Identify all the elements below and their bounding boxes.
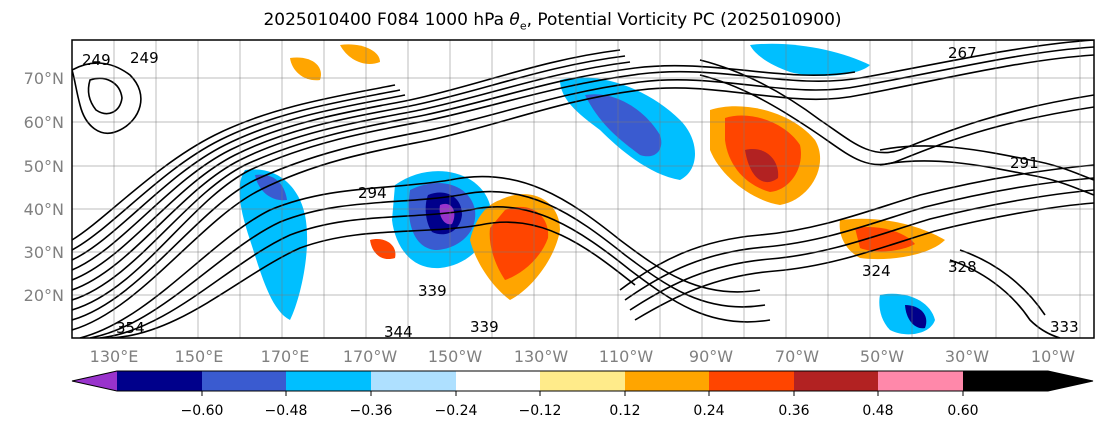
- contour-label: 328: [948, 258, 977, 276]
- colorbar-segment: [286, 371, 371, 391]
- latitude-label: 40°N: [24, 200, 64, 219]
- longitude-label: 50°W: [860, 347, 904, 366]
- longitude-label: 130°E: [90, 347, 139, 366]
- longitude-label: 170°E: [261, 347, 310, 366]
- contour-label-group: 249 249 267 291 294 354 344 339 339 324 …: [82, 44, 1079, 341]
- pv-positive-area: [340, 44, 380, 65]
- colorbar: −0.60 −0.48 −0.36 −0.24 −0.12 0.12 0.24 …: [71, 370, 1094, 419]
- pv-negative-area: [239, 169, 308, 320]
- latitude-label: 50°N: [24, 157, 64, 176]
- theta-e-contours: [72, 40, 1094, 338]
- longitude-label: 10°W: [1031, 347, 1075, 366]
- pv-positive-area: [370, 239, 396, 260]
- longitude-labels: 130°E 150°E 170°E 170°W 150°W 130°W 110°…: [90, 347, 1076, 366]
- map-frame: [71, 39, 1095, 339]
- longitude-label: 30°W: [945, 347, 989, 366]
- map-content: [72, 40, 1094, 338]
- colorbar-segment: [371, 371, 456, 391]
- longitude-label: 150°W: [428, 347, 483, 366]
- contour-label: 249: [82, 51, 111, 69]
- pv-positive-area: [745, 149, 779, 183]
- colorbar-segment: [456, 371, 540, 391]
- contour-label: 354: [116, 319, 145, 337]
- contour-label: 344: [384, 323, 413, 341]
- title-suffix: , Potential Vorticity PC (2025010900): [526, 10, 842, 30]
- latitude-label: 60°N: [24, 113, 64, 132]
- title-subscript: e: [519, 19, 527, 33]
- pv-negative-area: [750, 43, 870, 76]
- pv-shading: [239, 43, 945, 335]
- colorbar-ticks: [201, 391, 964, 396]
- latitude-label: 20°N: [24, 286, 64, 305]
- colorbar-tick-label: −0.60: [181, 403, 224, 419]
- pv-negative-area: [905, 305, 927, 329]
- colorbar-tick-label: 0.36: [778, 403, 809, 419]
- colorbar-segment: [794, 371, 878, 391]
- longitude-label: 150°E: [175, 347, 224, 366]
- pv-negative-area: [585, 94, 662, 157]
- colorbar-outline: [71, 370, 1094, 392]
- contour-label: 267: [948, 44, 977, 62]
- colorbar-segment: [963, 371, 1093, 391]
- contour-label: 324: [862, 262, 891, 280]
- colorbar-tick-label: −0.24: [435, 403, 478, 419]
- colorbar-tick-label: −0.48: [265, 403, 308, 419]
- contour-label: 339: [470, 318, 499, 336]
- colorbar-segment: [117, 371, 202, 391]
- colorbar-segment: [625, 371, 709, 391]
- colorbar-segment: [202, 371, 286, 391]
- pv-negative-area: [255, 174, 287, 201]
- colorbar-tick-label: 0.48: [862, 403, 893, 419]
- contour-label: 333: [1050, 318, 1079, 336]
- longitude-label: 70°W: [775, 347, 819, 366]
- colorbar-segment: [72, 371, 117, 391]
- pv-positive-area: [290, 57, 321, 81]
- latitude-label: 70°N: [24, 69, 64, 88]
- contour-label: 339: [418, 282, 447, 300]
- longitude-label: 90°W: [689, 347, 733, 366]
- latitude-labels: 70°N 60°N 50°N 40°N 30°N 20°N: [24, 69, 64, 305]
- contour-label: 291: [1010, 154, 1039, 172]
- longitude-label: 170°W: [343, 347, 398, 366]
- colorbar-tick-label: −0.36: [350, 403, 393, 419]
- contour-label: 294: [358, 184, 387, 202]
- colorbar-segment: [540, 371, 625, 391]
- longitude-label: 130°W: [514, 347, 569, 366]
- graticule: [72, 40, 1094, 338]
- colorbar-tick-label: 0.24: [693, 403, 724, 419]
- figure-title: 2025010400 F084 1000 hPa θe, Potential V…: [0, 10, 1105, 32]
- title-prefix: 2025010400 F084 1000 hPa: [263, 10, 510, 30]
- colorbar-tick-label: 0.12: [609, 403, 640, 419]
- colorbar-tick-label: 0.60: [947, 403, 978, 419]
- longitude-label: 110°W: [599, 347, 654, 366]
- colorbar-tick-label: −0.12: [519, 403, 562, 419]
- colorbar-segment: [709, 371, 794, 391]
- contour-label: 249: [130, 49, 159, 67]
- colorbar-segment: [878, 371, 963, 391]
- latitude-label: 30°N: [24, 243, 64, 262]
- title-symbol: θ: [509, 10, 520, 30]
